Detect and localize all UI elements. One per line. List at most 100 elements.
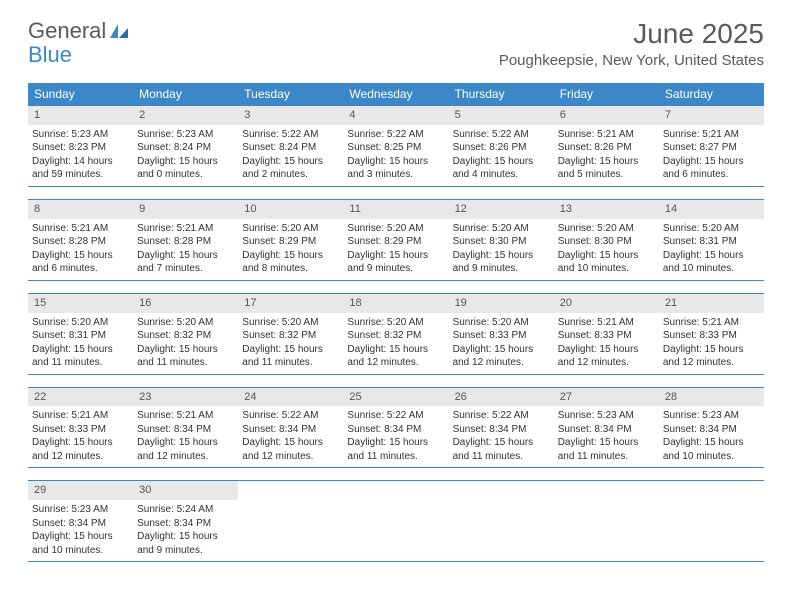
day-number: 15: [28, 294, 133, 313]
day-number: 24: [238, 388, 343, 407]
week-row: 15Sunrise: 5:20 AMSunset: 8:31 PMDayligh…: [28, 293, 764, 375]
daylight-text: Daylight: 15 hours and 3 minutes.: [347, 155, 444, 182]
day-body: Sunrise: 5:21 AMSunset: 8:33 PMDaylight:…: [659, 313, 764, 374]
day-cell: 30Sunrise: 5:24 AMSunset: 8:34 PMDayligh…: [133, 481, 238, 561]
sunset-text: Sunset: 8:31 PM: [663, 235, 760, 249]
sunrise-text: Sunrise: 5:21 AM: [558, 128, 655, 142]
day-cell: 22Sunrise: 5:21 AMSunset: 8:33 PMDayligh…: [28, 388, 133, 468]
day-cell: 11Sunrise: 5:20 AMSunset: 8:29 PMDayligh…: [343, 200, 448, 280]
day-cell: 18Sunrise: 5:20 AMSunset: 8:32 PMDayligh…: [343, 294, 448, 374]
sunset-text: Sunset: 8:31 PM: [32, 329, 129, 343]
day-number: 11: [343, 200, 448, 219]
day-cell: 27Sunrise: 5:23 AMSunset: 8:34 PMDayligh…: [554, 388, 659, 468]
sunset-text: Sunset: 8:23 PM: [32, 141, 129, 155]
day-number: 4: [343, 106, 448, 125]
daylight-text: Daylight: 14 hours and 59 minutes.: [32, 155, 129, 182]
sunrise-text: Sunrise: 5:22 AM: [242, 128, 339, 142]
location: Poughkeepsie, New York, United States: [499, 52, 764, 69]
day-body: Sunrise: 5:20 AMSunset: 8:31 PMDaylight:…: [659, 219, 764, 280]
empty-cell: [238, 481, 343, 561]
sunrise-text: Sunrise: 5:23 AM: [558, 409, 655, 423]
day-body: Sunrise: 5:21 AMSunset: 8:28 PMDaylight:…: [133, 219, 238, 280]
day-body: Sunrise: 5:21 AMSunset: 8:26 PMDaylight:…: [554, 125, 659, 186]
day-cell: 28Sunrise: 5:23 AMSunset: 8:34 PMDayligh…: [659, 388, 764, 468]
day-cell: 21Sunrise: 5:21 AMSunset: 8:33 PMDayligh…: [659, 294, 764, 374]
day-cell: 12Sunrise: 5:20 AMSunset: 8:30 PMDayligh…: [449, 200, 554, 280]
day-body: Sunrise: 5:23 AMSunset: 8:24 PMDaylight:…: [133, 125, 238, 186]
sunrise-text: Sunrise: 5:23 AM: [32, 503, 129, 517]
sunrise-text: Sunrise: 5:20 AM: [32, 316, 129, 330]
day-header-cell: Thursday: [449, 83, 554, 105]
day-cell: 7Sunrise: 5:21 AMSunset: 8:27 PMDaylight…: [659, 106, 764, 186]
sunset-text: Sunset: 8:33 PM: [32, 423, 129, 437]
daylight-text: Daylight: 15 hours and 9 minutes.: [137, 530, 234, 557]
daylight-text: Daylight: 15 hours and 12 minutes.: [242, 436, 339, 463]
calendar: SundayMondayTuesdayWednesdayThursdayFrid…: [28, 83, 764, 562]
day-number: 14: [659, 200, 764, 219]
logo-text-general: General: [28, 18, 106, 44]
daylight-text: Daylight: 15 hours and 10 minutes.: [663, 436, 760, 463]
sunset-text: Sunset: 8:26 PM: [558, 141, 655, 155]
day-number: 28: [659, 388, 764, 407]
day-number: 6: [554, 106, 659, 125]
daylight-text: Daylight: 15 hours and 11 minutes.: [347, 436, 444, 463]
day-cell: 19Sunrise: 5:20 AMSunset: 8:33 PMDayligh…: [449, 294, 554, 374]
day-cell: 4Sunrise: 5:22 AMSunset: 8:25 PMDaylight…: [343, 106, 448, 186]
day-body: Sunrise: 5:22 AMSunset: 8:34 PMDaylight:…: [238, 406, 343, 467]
sunrise-text: Sunrise: 5:21 AM: [137, 409, 234, 423]
day-body: Sunrise: 5:21 AMSunset: 8:34 PMDaylight:…: [133, 406, 238, 467]
sunrise-text: Sunrise: 5:21 AM: [663, 316, 760, 330]
sunrise-text: Sunrise: 5:20 AM: [242, 222, 339, 236]
day-body: Sunrise: 5:20 AMSunset: 8:29 PMDaylight:…: [238, 219, 343, 280]
day-header-cell: Saturday: [659, 83, 764, 105]
week-row: 1Sunrise: 5:23 AMSunset: 8:23 PMDaylight…: [28, 105, 764, 187]
day-body: Sunrise: 5:22 AMSunset: 8:34 PMDaylight:…: [449, 406, 554, 467]
week-row: 8Sunrise: 5:21 AMSunset: 8:28 PMDaylight…: [28, 199, 764, 281]
day-number: 3: [238, 106, 343, 125]
day-body: Sunrise: 5:23 AMSunset: 8:23 PMDaylight:…: [28, 125, 133, 186]
sunset-text: Sunset: 8:26 PM: [453, 141, 550, 155]
day-cell: 16Sunrise: 5:20 AMSunset: 8:32 PMDayligh…: [133, 294, 238, 374]
daylight-text: Daylight: 15 hours and 2 minutes.: [242, 155, 339, 182]
day-body: Sunrise: 5:22 AMSunset: 8:34 PMDaylight:…: [343, 406, 448, 467]
sunset-text: Sunset: 8:34 PM: [558, 423, 655, 437]
sunrise-text: Sunrise: 5:21 AM: [32, 409, 129, 423]
day-number: 17: [238, 294, 343, 313]
day-cell: 5Sunrise: 5:22 AMSunset: 8:26 PMDaylight…: [449, 106, 554, 186]
day-body: Sunrise: 5:20 AMSunset: 8:32 PMDaylight:…: [343, 313, 448, 374]
sunrise-text: Sunrise: 5:20 AM: [347, 316, 444, 330]
sunrise-text: Sunrise: 5:21 AM: [558, 316, 655, 330]
daylight-text: Daylight: 15 hours and 12 minutes.: [347, 343, 444, 370]
daylight-text: Daylight: 15 hours and 11 minutes.: [32, 343, 129, 370]
day-header-cell: Monday: [133, 83, 238, 105]
day-body: Sunrise: 5:22 AMSunset: 8:24 PMDaylight:…: [238, 125, 343, 186]
day-number: 16: [133, 294, 238, 313]
sunset-text: Sunset: 8:33 PM: [663, 329, 760, 343]
day-body: Sunrise: 5:21 AMSunset: 8:33 PMDaylight:…: [554, 313, 659, 374]
logo: General: [28, 18, 130, 44]
daylight-text: Daylight: 15 hours and 9 minutes.: [347, 249, 444, 276]
sunrise-text: Sunrise: 5:22 AM: [453, 409, 550, 423]
sunset-text: Sunset: 8:30 PM: [453, 235, 550, 249]
sunset-text: Sunset: 8:24 PM: [137, 141, 234, 155]
daylight-text: Daylight: 15 hours and 12 minutes.: [663, 343, 760, 370]
day-cell: 6Sunrise: 5:21 AMSunset: 8:26 PMDaylight…: [554, 106, 659, 186]
daylight-text: Daylight: 15 hours and 7 minutes.: [137, 249, 234, 276]
sunrise-text: Sunrise: 5:21 AM: [32, 222, 129, 236]
day-body: Sunrise: 5:22 AMSunset: 8:26 PMDaylight:…: [449, 125, 554, 186]
day-body: Sunrise: 5:21 AMSunset: 8:27 PMDaylight:…: [659, 125, 764, 186]
day-body: Sunrise: 5:24 AMSunset: 8:34 PMDaylight:…: [133, 500, 238, 561]
sunrise-text: Sunrise: 5:20 AM: [242, 316, 339, 330]
day-number: 18: [343, 294, 448, 313]
day-number: 23: [133, 388, 238, 407]
sunset-text: Sunset: 8:27 PM: [663, 141, 760, 155]
day-cell: 20Sunrise: 5:21 AMSunset: 8:33 PMDayligh…: [554, 294, 659, 374]
day-body: Sunrise: 5:20 AMSunset: 8:33 PMDaylight:…: [449, 313, 554, 374]
sunset-text: Sunset: 8:33 PM: [453, 329, 550, 343]
day-body: Sunrise: 5:21 AMSunset: 8:33 PMDaylight:…: [28, 406, 133, 467]
day-number: 7: [659, 106, 764, 125]
day-body: Sunrise: 5:23 AMSunset: 8:34 PMDaylight:…: [659, 406, 764, 467]
sunset-text: Sunset: 8:34 PM: [32, 517, 129, 531]
sunrise-text: Sunrise: 5:20 AM: [663, 222, 760, 236]
day-number: 30: [133, 481, 238, 500]
